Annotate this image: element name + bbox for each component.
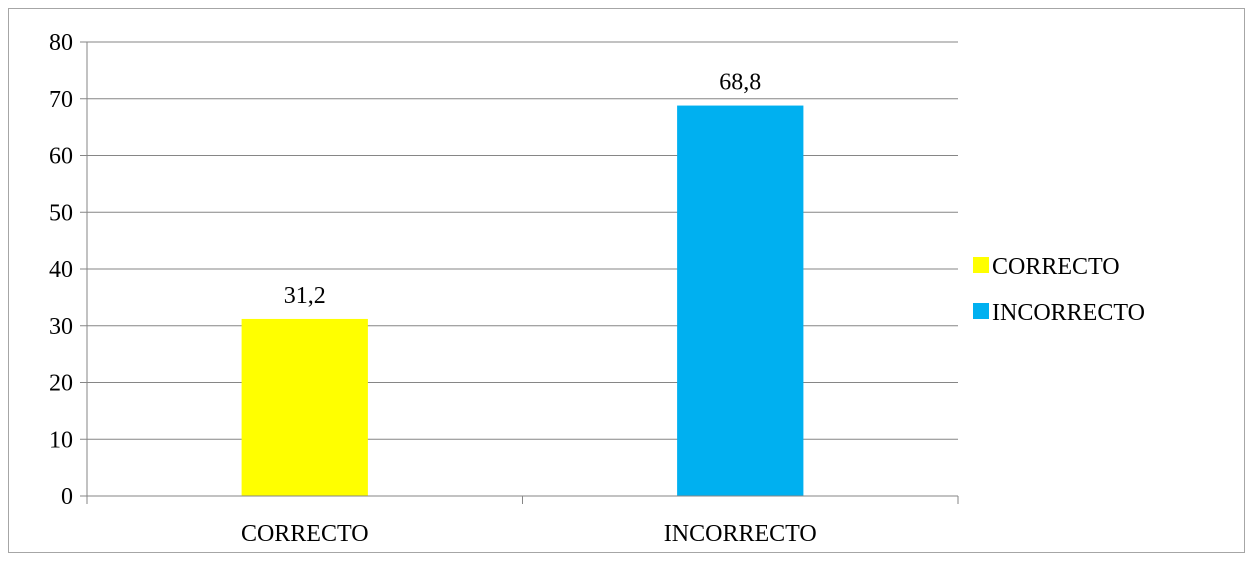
- data-label: 68,8: [719, 70, 761, 96]
- gridlines: [87, 41, 958, 440]
- bar-correcto: [241, 318, 368, 496]
- legend: CORRECTO INCORRECTO: [973, 254, 1145, 326]
- legend-label: INCORRECTO: [992, 300, 1145, 326]
- y-tick-label: 30: [49, 314, 73, 340]
- bars: [241, 105, 804, 496]
- x-axis: CORRECTO INCORRECTO: [86, 42, 959, 547]
- legend-label: CORRECTO: [992, 254, 1120, 280]
- legend-swatch: [973, 303, 989, 319]
- y-axis-ticks: 0 10 20 30 40 50 60 70 80: [49, 30, 87, 510]
- y-tick-label: 10: [49, 427, 73, 453]
- y-tick-label: 40: [49, 257, 73, 283]
- y-tick-label: 50: [49, 200, 73, 226]
- data-labels: 31,2 68,8: [284, 70, 762, 309]
- x-category-label: CORRECTO: [241, 521, 369, 547]
- y-tick-label: 20: [49, 371, 73, 397]
- y-tick-label: 60: [49, 144, 73, 170]
- data-label: 31,2: [284, 283, 326, 309]
- legend-swatch: [973, 257, 989, 273]
- y-tick-label: 80: [49, 30, 73, 56]
- y-tick-label: 0: [61, 484, 73, 510]
- x-category-label: INCORRECTO: [664, 521, 817, 547]
- bar-incorrecto: [677, 105, 804, 496]
- y-tick-label: 70: [49, 87, 73, 113]
